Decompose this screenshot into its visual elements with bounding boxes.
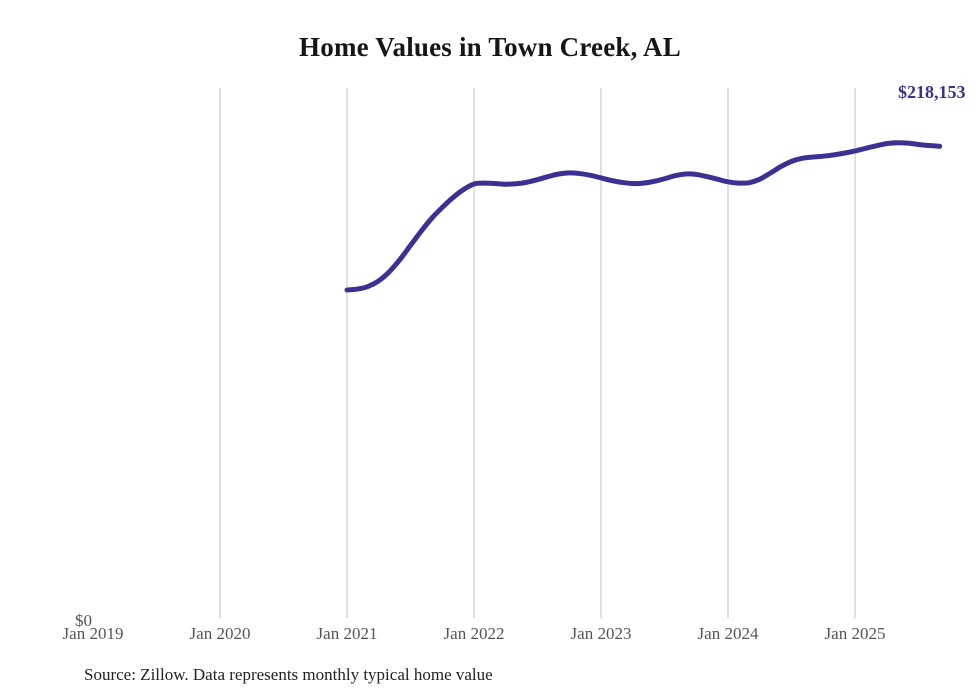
x-axis-tick-jan-2019: Jan 2019: [62, 624, 124, 643]
home-value-line-series: [344, 140, 943, 293]
x-axis-tick-jan-2022: Jan 2022: [443, 624, 505, 643]
x-axis-tick-jan-2023: Jan 2023: [570, 624, 632, 643]
x-axis-tick-jan-2024: Jan 2024: [697, 624, 759, 643]
x-axis-tick-jan-2025: Jan 2025: [824, 624, 886, 643]
source-note: Source: Zillow. Data represents monthly …: [84, 665, 493, 684]
y-axis-tick-label-zero: $0: [75, 611, 92, 630]
end-value-annotation: $218,153: [898, 82, 966, 102]
chart-title: Home Values in Town Creek, AL: [299, 32, 681, 62]
x-axis-tick-jan-2021: Jan 2021: [316, 624, 378, 643]
vertical-gridlines: [219, 88, 856, 618]
x-axis-tick-jan-2020: Jan 2020: [189, 624, 251, 643]
